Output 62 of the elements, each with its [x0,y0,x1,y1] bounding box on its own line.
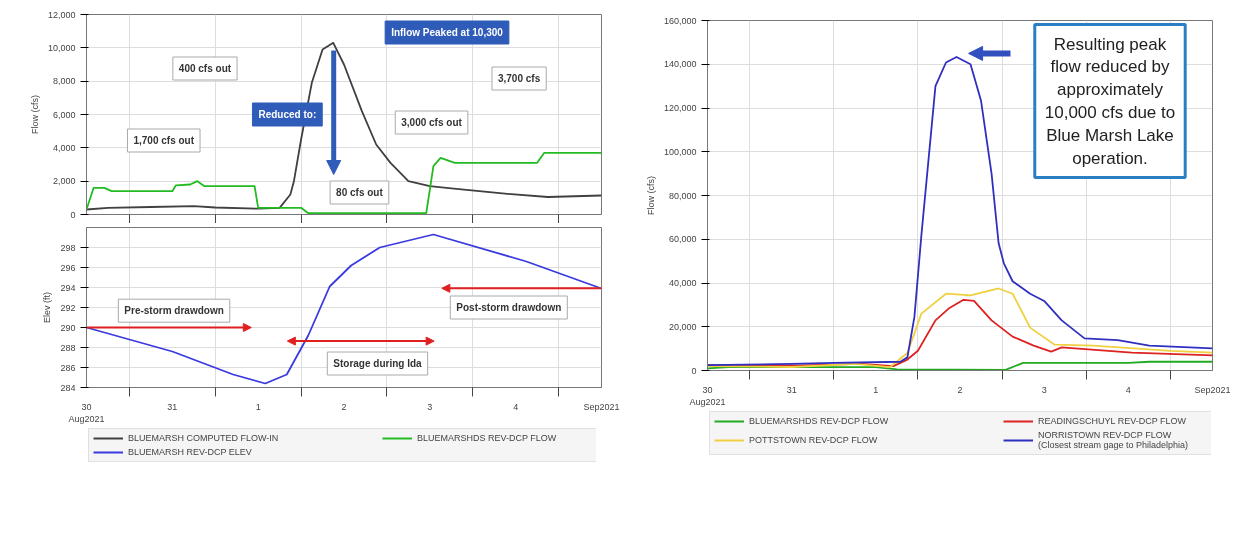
legend-label: POTTSTOWN REV-DCP FLOW [749,435,879,445]
y-axis-title: Elev (ft) [42,291,53,323]
y-tick-label: 40,000 [668,278,697,288]
annotation: 1,700 cfs out [133,135,195,146]
y-tick-label: 120,000 [663,103,697,113]
y-tick-label: 286 [60,362,76,373]
y-tick-label: 80,000 [668,190,697,201]
x-tick-label: 1 [255,401,261,412]
annotation: Inflow Peaked at 10,300 [391,27,504,38]
y-tick-label: 0 [70,209,76,220]
annotation: Pre-storm drawdown [124,305,224,317]
legend-label: BLUEMARSHDS REV-DCP FLOW [749,416,890,426]
line-series [86,41,602,211]
x-tick-label: 3 [1041,384,1047,395]
y-tick-label: 4,000 [52,142,76,153]
legend-label: BLUEMARSHDS REV-DCP FLOW [417,433,558,443]
x-tick-label: Sep2021 [583,401,620,412]
x-tick-label: 3 [427,401,433,412]
annotation: 80 cfs out [336,187,384,198]
y-tick-label: 296 [60,262,76,273]
y-tick-label: 292 [60,302,76,313]
y-tick-label: 12,000 [47,9,76,20]
y-axis-title: Flow (cfs) [29,95,40,134]
x-tick-label: 31 [167,401,178,412]
x-tick-label: 4 [513,401,519,412]
y-tick-label: 290 [60,322,76,333]
y-tick-label: 140,000 [663,59,697,70]
x-tick-label: Sep2021 [1194,384,1231,395]
y-tick-label: 6,000 [52,109,76,120]
x-tick-label: 2 [341,401,347,412]
legend-label: READINGSCHUYL REV-DCP FLOW [1038,416,1188,426]
y-tick-label: 10,000 [47,42,76,53]
y-tick-label: 100,000 [663,146,697,157]
annotation: Reduced to: [258,109,317,120]
annotation: 3,700 cfs [497,73,541,84]
y-tick-label: 298 [60,242,76,253]
annotation: 3,000 cfs out [401,117,463,128]
y-tick-label: 160,000 [663,15,697,26]
legend-label: BLUEMARSH COMPUTED FLOW-IN [128,433,280,443]
y-axis-title: Flow (cfs) [645,176,656,215]
x-tick-label: 30 Aug2021 [689,384,726,407]
annotation: Storage during Ida [333,358,423,369]
y-tick-label: 2,000 [52,176,76,187]
y-tick-label: 294 [60,282,76,293]
legend-label: NORRISTOWN REV-DCP FLOW [1038,430,1172,440]
x-tick-label: 4 [1125,384,1131,395]
x-tick-label: 1 [873,384,879,395]
text: (Closest stream gage to Philadelphia) [1038,440,1189,450]
y-tick-label: 60,000 [668,234,697,245]
annotation: 400 cfs out [178,63,232,74]
line-series [707,56,1213,366]
x-tick-label: 2 [957,384,963,395]
annotation: Post-storm drawdown [456,302,562,313]
y-tick-label: 8,000 [52,76,76,87]
y-tick-label: 0 [691,365,697,376]
y-tick-label: 20,000 [668,321,697,332]
x-tick-label: 30 Aug2021 [68,401,105,424]
annotation: Resulting peak flow reduced by approximately 10,000 cfs due to Blue Marsh Lake operation. [1044,34,1176,168]
x-tick-label: 31 [786,384,797,395]
y-tick-label: 284 [60,382,76,393]
legend-label: BLUEMARSH REV-DCP ELEV [128,447,253,457]
y-tick-label: 288 [60,342,76,353]
